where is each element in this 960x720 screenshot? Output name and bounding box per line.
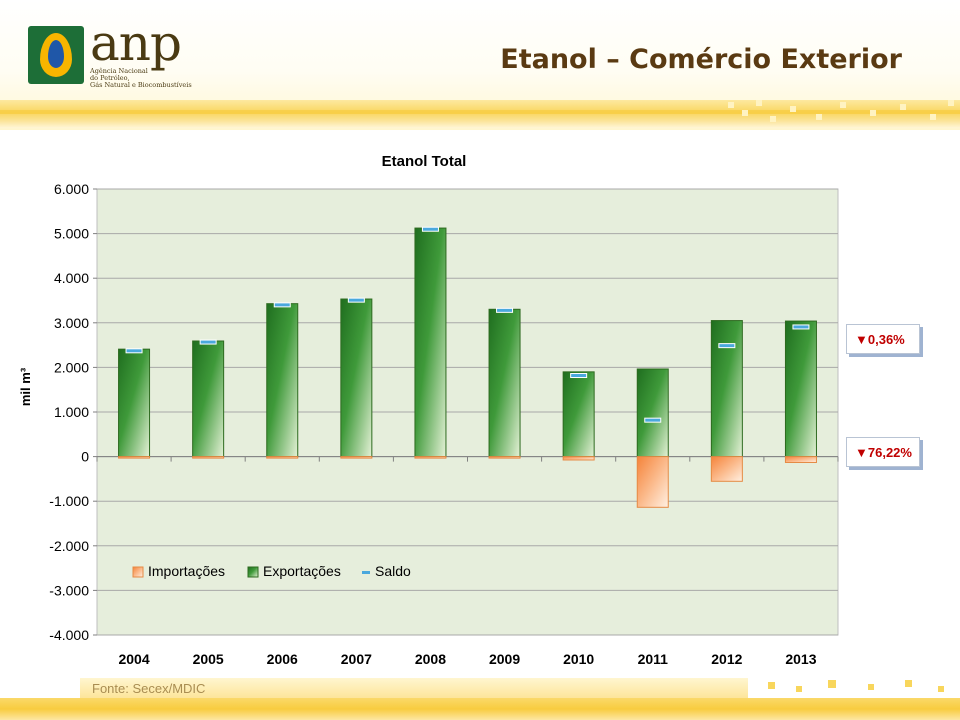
bar-exportacoes <box>784 320 817 458</box>
saldo-marker <box>125 348 143 354</box>
x-tick-label: 2005 <box>193 651 224 667</box>
y-tick-label: 1.000 <box>54 404 89 420</box>
footer-pixel <box>938 686 944 692</box>
header-pixel <box>930 114 936 120</box>
chart-title: Etanol Total <box>382 153 467 170</box>
imports-change-callout: ▼ 76,22% <box>846 437 920 467</box>
footer-pixel <box>868 684 874 690</box>
legend-label: Saldo <box>375 563 411 579</box>
x-tick-label: 2011 <box>638 651 669 667</box>
y-tick-label: -1.000 <box>49 493 89 509</box>
x-tick-label: 2008 <box>415 651 446 667</box>
y-tick-label: -4.000 <box>49 627 89 643</box>
plot-area: 6.000 5.000 4.000 3.000 2.000 1.000 0 -1.000 -2.… <box>49 181 839 667</box>
saldo-marker <box>347 297 365 303</box>
down-arrow-icon: ▼ <box>855 444 868 460</box>
y-tick-label: 0 <box>81 449 89 465</box>
y-axis-label: mil m³ <box>18 367 33 406</box>
x-tick-label: 2007 <box>341 651 372 667</box>
header-pixel <box>900 104 906 110</box>
saldo-marker <box>273 302 291 308</box>
x-tick-label: 2009 <box>489 651 520 667</box>
bar-importacoes <box>414 456 447 459</box>
bar-exportacoes <box>192 340 225 458</box>
bar-exportacoes <box>340 298 373 458</box>
y-tick-label: -3.000 <box>49 582 89 598</box>
header-pixel <box>840 102 846 108</box>
y-tick-label: 6.000 <box>54 181 89 197</box>
y-tick-label: 2.000 <box>54 359 89 375</box>
callout-value: 76,22% <box>867 444 912 460</box>
exports-change-callout: ▼ 0,36% <box>846 324 920 354</box>
bar-exportacoes <box>266 303 299 458</box>
saldo-marker <box>199 339 217 345</box>
bar-importacoes <box>710 456 743 482</box>
saldo-marker <box>496 307 514 313</box>
header-pixel <box>870 110 876 116</box>
bar-importacoes <box>488 456 521 459</box>
legend-swatch <box>132 566 144 578</box>
footer-pixel <box>796 686 802 692</box>
header-pixel <box>756 100 762 106</box>
bar-exportacoes <box>118 348 151 458</box>
source-note: Fonte: Secex/MDIC <box>92 681 206 696</box>
bar-exportacoes <box>414 227 447 458</box>
logo-wordmark: anp <box>90 14 182 72</box>
logo-subtitle: Agência Nacional do Petróleo, Gás Natura… <box>90 67 192 89</box>
footer-band <box>0 676 960 720</box>
saldo-marker <box>570 373 588 379</box>
saldo-marker <box>644 417 662 423</box>
page-title: Etanol – Comércio Exterior <box>500 44 902 75</box>
bar-exportacoes <box>636 368 669 458</box>
bar-exportacoes <box>562 371 595 458</box>
down-arrow-icon: ▼ <box>855 331 868 347</box>
bar-importacoes <box>118 456 151 459</box>
bar-exportacoes <box>710 320 743 458</box>
x-tick-label: 2013 <box>785 651 816 667</box>
y-tick-label: 4.000 <box>54 270 89 286</box>
header-pixel <box>742 110 748 116</box>
legend-swatch <box>362 571 370 574</box>
x-tick-label: 2012 <box>711 651 742 667</box>
bar-importacoes <box>636 456 669 508</box>
footer-pixel <box>828 680 836 688</box>
x-tick-label: 2010 <box>563 651 594 667</box>
legend-label: Importações <box>148 563 225 579</box>
callout-value: 0,36% <box>867 331 905 347</box>
x-tick-label: 2004 <box>118 651 149 667</box>
header-pixel <box>816 114 822 120</box>
saldo-marker <box>792 324 810 330</box>
saldo-marker <box>718 343 736 349</box>
bar-importacoes <box>784 456 817 463</box>
header-pixel <box>728 102 734 108</box>
legend: Importações Exportações Saldo <box>132 563 411 579</box>
legend-label: Exportações <box>263 563 341 579</box>
footer-pixel <box>768 682 775 689</box>
header-pixel <box>790 106 796 112</box>
header-band-line <box>0 110 960 114</box>
bar-importacoes <box>340 456 373 459</box>
header-band <box>0 100 960 128</box>
bar-importacoes <box>192 456 225 459</box>
footer-band-light <box>80 678 748 698</box>
bar-exportacoes <box>488 308 521 458</box>
footer-band-dark <box>0 698 960 720</box>
bar-importacoes <box>266 456 299 459</box>
x-tick-label: 2006 <box>267 651 298 667</box>
legend-swatch <box>247 566 259 578</box>
saldo-marker <box>421 226 439 232</box>
logo-drop-inner <box>48 40 64 68</box>
anp-logo-icon <box>28 26 84 84</box>
header-pixel <box>948 100 954 106</box>
y-tick-label: 3.000 <box>54 315 89 331</box>
bar-importacoes <box>562 456 595 461</box>
header-pixel <box>770 116 776 122</box>
y-tick-label: -2.000 <box>49 538 89 554</box>
y-tick-label: 5.000 <box>54 226 89 242</box>
header-pixel-decoration <box>720 96 960 130</box>
footer-pixel <box>905 680 912 687</box>
